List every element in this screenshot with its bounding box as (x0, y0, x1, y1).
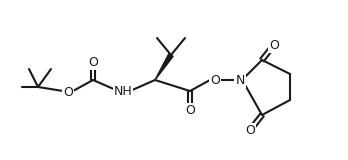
Text: O: O (245, 124, 255, 136)
Text: O: O (88, 56, 98, 68)
Text: O: O (269, 39, 279, 52)
Text: O: O (63, 85, 73, 99)
Text: NH: NH (114, 84, 132, 97)
Text: O: O (185, 104, 195, 116)
Text: N: N (235, 73, 245, 87)
Polygon shape (155, 54, 173, 80)
Text: O: O (210, 73, 220, 87)
